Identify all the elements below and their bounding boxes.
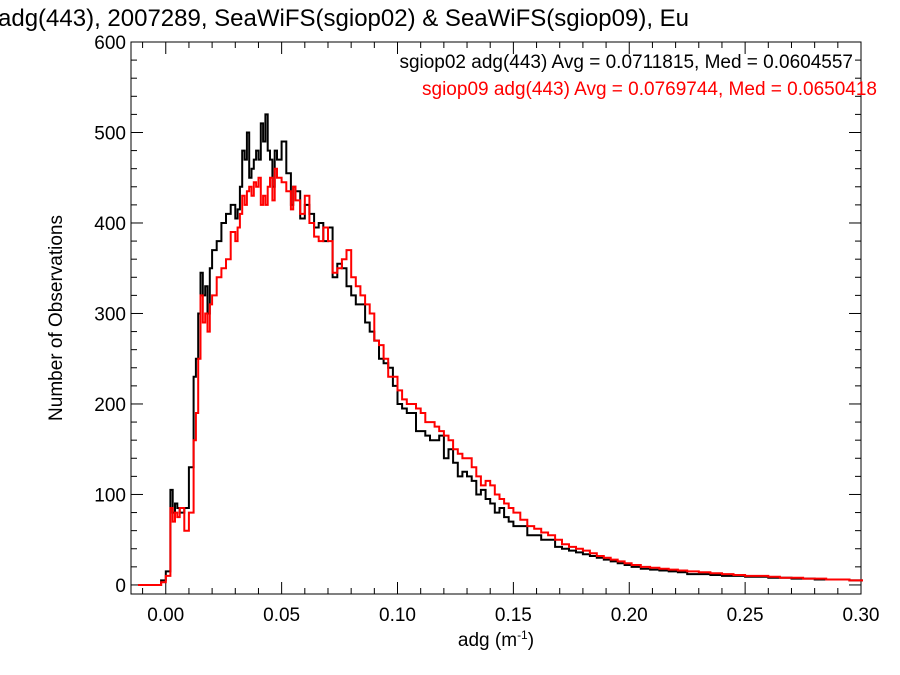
x-axis-label-close: ) (528, 630, 534, 651)
legend: sgiop02 adg(443) Avg = 0.0711815, Med = … (399, 52, 877, 100)
x-axis-label-main: adg (m (458, 630, 517, 651)
series-sgiop02-line (138, 113, 863, 586)
chart-title: adg(443), 2007289, SeaWiFS(sgiop02) & Se… (0, 5, 689, 32)
x-tick-label: 0.20 (611, 605, 648, 626)
y-axis-label: Number of Observations (46, 215, 67, 421)
legend-entry-sgiop02: sgiop02 adg(443) Avg = 0.0711815, Med = … (399, 52, 853, 73)
y-tick-label: 200 (94, 395, 126, 416)
x-axis-label-superscript: -1 (517, 628, 528, 642)
y-tick-label: 500 (94, 123, 126, 144)
y-tick-label: 0 (115, 576, 126, 597)
y-tick-label: 300 (94, 304, 126, 325)
x-tick-label: 0.10 (379, 605, 416, 626)
x-tick-label: 0.15 (495, 605, 532, 626)
x-axis-label: adg (m-1) (458, 628, 534, 651)
x-tick-label: 0.30 (843, 605, 880, 626)
axes: 0.00 0.05 0.10 0.15 0.20 0.25 0.30 0 100 200 300 40… (94, 33, 879, 626)
x-tick-label: 0.25 (727, 605, 764, 626)
y-tick-label: 100 (94, 485, 126, 506)
legend-entry-sgiop09: sgiop09 adg(443) Avg = 0.0769744, Med = … (422, 79, 877, 100)
series-layer (138, 113, 863, 586)
plot-frame (130, 41, 862, 595)
x-tick-label: 0.00 (147, 605, 184, 626)
y-tick-label: 600 (94, 33, 126, 54)
x-tick-label: 0.05 (263, 605, 300, 626)
series-sgiop09-line (138, 167, 863, 586)
y-tick-label: 400 (94, 214, 126, 235)
